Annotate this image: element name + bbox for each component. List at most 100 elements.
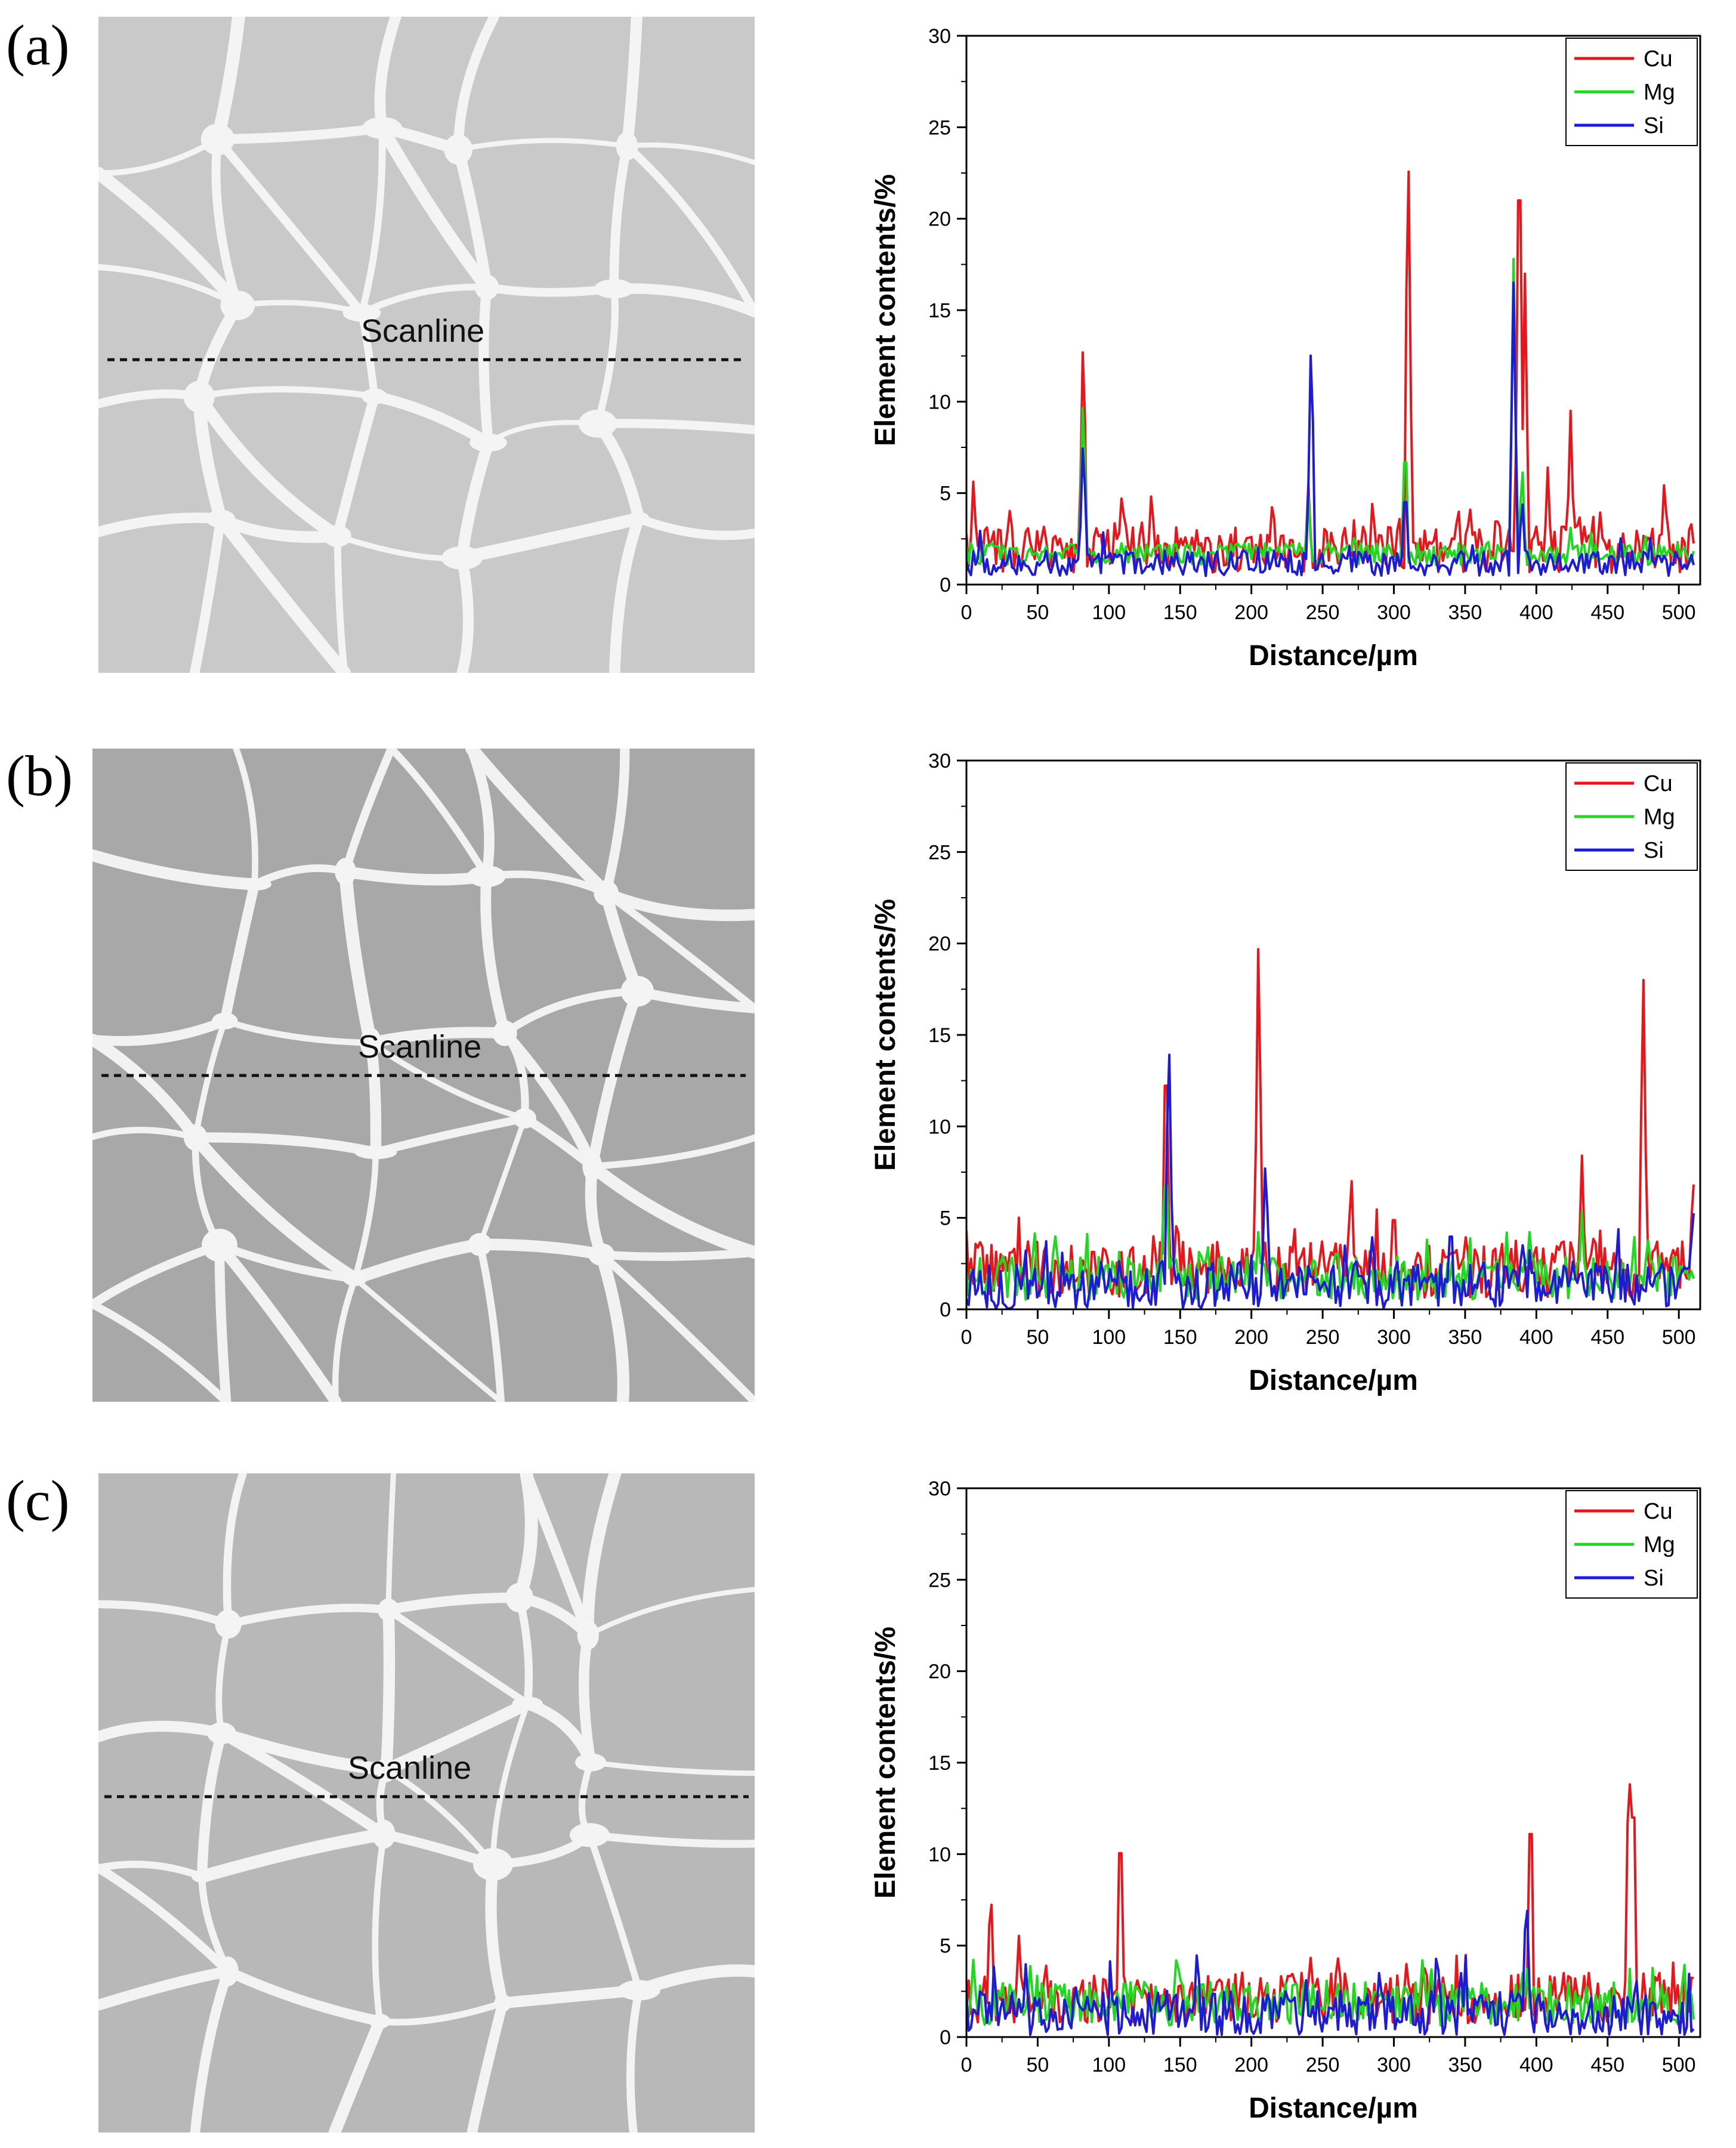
grain-boundary	[92, 1016, 230, 1046]
grain-boundary	[601, 749, 630, 898]
x-tick-label: 50	[1027, 601, 1049, 624]
y-tick-label: 15	[928, 1752, 951, 1775]
legend-label-mg: Mg	[1644, 1532, 1675, 1557]
grain-boundary	[600, 887, 755, 922]
grain-boundary	[376, 1999, 506, 2026]
grain-boundary	[456, 437, 495, 564]
line-chart-c: 0 50 100 150 200 250 300 350 400 450 500 0 5 10 15 20 25…	[823, 1470, 1718, 2144]
micrograph-c: Scanline	[98, 1473, 755, 2132]
grain-boundary	[490, 1701, 530, 1868]
grain-boundary	[211, 135, 242, 310]
panel-label-a: (a)	[6, 13, 70, 77]
grain-boundary	[384, 1606, 532, 1708]
grain-boundary	[589, 1134, 755, 1170]
grain-boundary	[634, 514, 755, 540]
grain-boundary	[92, 849, 261, 891]
x-tick-label: 200	[1234, 1326, 1268, 1349]
eutectic-phase	[582, 1151, 603, 1182]
grain-boundary	[92, 1300, 230, 1402]
eutectic-phase	[362, 388, 388, 404]
micrograph-background	[98, 1473, 755, 2132]
x-axis-title: Distance/µm	[1249, 2093, 1418, 2124]
eutectic-phase	[620, 975, 654, 1007]
grain-boundary	[98, 264, 241, 308]
x-tick-label: 0	[961, 1326, 972, 1349]
x-axis-title: Distance/µm	[1249, 640, 1418, 672]
grain-boundary	[190, 1132, 381, 1158]
eutectic-phase	[378, 1598, 399, 1621]
grain-boundary	[220, 879, 260, 1027]
grain-boundary	[223, 1473, 247, 1628]
grain-boundary	[224, 1603, 393, 1628]
eutectic-phase	[362, 117, 402, 139]
eutectic-phase	[493, 1020, 517, 1046]
grain-boundary	[452, 144, 493, 293]
x-tick-label: 500	[1662, 1326, 1696, 1349]
grain-boundary	[499, 1027, 598, 1172]
series-line-cu	[966, 170, 1695, 574]
eutectic-phase	[570, 1823, 610, 1847]
eutectic-phase	[577, 1620, 599, 1650]
eutectic-phase	[512, 1696, 543, 1711]
grain-boundary	[585, 1831, 755, 1848]
y-tick-label: 20	[928, 208, 951, 231]
eutectic-phase	[342, 304, 381, 322]
eutectic-phase	[202, 1229, 237, 1262]
y-tick-label: 10	[928, 1843, 951, 1866]
eutectic-phase	[369, 2013, 391, 2029]
eutectic-phase	[220, 290, 255, 320]
legend: Cu Mg Si	[1565, 1490, 1698, 1599]
grain-boundary	[195, 1828, 391, 1883]
eutectic-phase	[323, 525, 351, 548]
eutectic-phase	[628, 512, 650, 526]
x-tick-label: 200	[1234, 601, 1268, 624]
x-tick-label: 500	[1662, 2054, 1696, 2076]
grain-boundary	[586, 1831, 642, 1994]
grain-boundary	[595, 1248, 630, 1402]
x-tick-label: 150	[1163, 2054, 1197, 2076]
grain-boundary	[339, 865, 378, 1050]
x-tick-label: 300	[1377, 2054, 1411, 2076]
eutectic-phase	[376, 1757, 396, 1782]
grain-boundary	[332, 1275, 359, 1402]
grain-boundary	[626, 1986, 644, 2132]
eutectic-phase	[200, 123, 234, 156]
panel-label-c: (c)	[6, 1469, 70, 1532]
grain-boundary	[582, 1473, 622, 1642]
x-tick-label: 350	[1448, 2054, 1482, 2076]
grain-boundary	[233, 749, 258, 888]
eutectic-phase	[212, 1012, 238, 1030]
legend: Cu Mg Si	[1565, 38, 1698, 146]
x-tick-label: 400	[1519, 601, 1553, 624]
eutectic-phase	[469, 433, 507, 452]
x-tick-label: 100	[1092, 601, 1126, 624]
grain-boundary	[478, 282, 493, 448]
grain-boundary	[374, 17, 401, 134]
grain-boundary	[92, 1033, 202, 1143]
grain-boundary	[367, 1040, 528, 1121]
grain-boundary	[455, 512, 645, 565]
y-tick-label: 15	[928, 1024, 951, 1047]
grain-boundary	[351, 1149, 379, 1282]
y-tick-label: 5	[940, 1935, 951, 1958]
eutectic-phase	[617, 1980, 660, 2001]
series-line-si	[966, 1909, 1695, 2036]
grain-boundary	[189, 1131, 362, 1285]
grain-boundary	[214, 512, 344, 543]
series-line-mg	[966, 258, 1695, 567]
y-axis-title: Element contents/%	[870, 899, 901, 1171]
eutectic-phase	[360, 1027, 381, 1059]
chart-svg: 0 50 100 150 200 250 300 350 400 450 500 0 5 10 15 20 25…	[870, 1478, 1701, 2124]
grain-boundary	[621, 17, 642, 152]
x-tick-label: 150	[1163, 1326, 1197, 1349]
grain-boundary	[597, 1250, 755, 1402]
legend: Cu Mg Si	[1565, 762, 1698, 871]
x-axis-title: Distance/µm	[1249, 1365, 1418, 1396]
y-tick-label: 20	[928, 1661, 951, 1683]
grain-boundary	[212, 123, 387, 144]
eutectic-phase	[467, 866, 506, 888]
grain-boundary	[214, 1240, 231, 1402]
grain-boundary	[352, 1276, 504, 1402]
eutectic-phase	[183, 381, 215, 413]
eutectic-phase	[513, 1108, 536, 1129]
